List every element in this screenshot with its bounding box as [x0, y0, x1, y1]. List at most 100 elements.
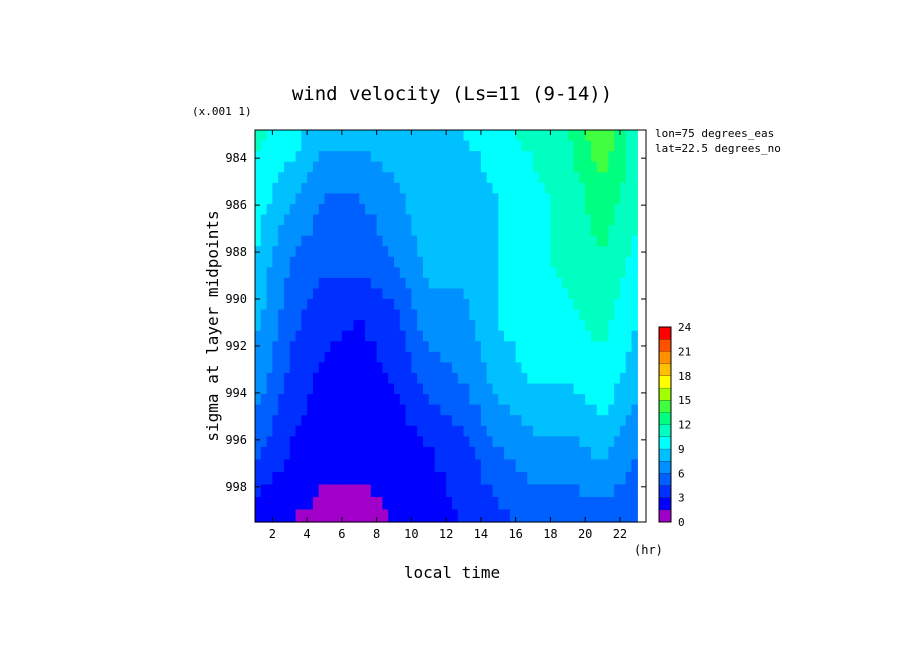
heatmap-cell	[394, 330, 401, 342]
heatmap-cell	[567, 459, 575, 473]
heatmap-cell	[376, 203, 384, 216]
heatmap-cell	[469, 246, 476, 258]
heatmap-cell	[307, 330, 314, 342]
heatmap-cell	[336, 425, 343, 437]
heatmap-cell	[619, 140, 627, 152]
heatmap-cell	[353, 436, 360, 448]
heatmap-cell	[370, 203, 378, 216]
heatmap-cell	[579, 425, 586, 437]
heatmap-cell	[307, 394, 314, 406]
heatmap-cell	[434, 256, 441, 268]
heatmap-cell	[312, 193, 320, 205]
heatmap-cell	[307, 277, 314, 290]
heatmap-cell	[625, 415, 633, 427]
heatmap-cell	[289, 256, 297, 268]
heatmap-cell	[631, 267, 638, 279]
heatmap-cell	[312, 288, 320, 300]
heatmap-cell	[480, 484, 488, 498]
heatmap-cell	[289, 267, 297, 279]
heatmap-cell	[492, 484, 499, 498]
heatmap-cell	[434, 509, 441, 523]
heatmap-cell	[428, 161, 436, 173]
heatmap-cell	[272, 172, 279, 184]
heatmap-cell	[370, 351, 378, 363]
heatmap-cell	[619, 288, 627, 300]
heatmap-cell	[515, 182, 523, 194]
heatmap-cell	[301, 256, 308, 268]
heatmap-cell	[278, 225, 285, 237]
heatmap-cell	[289, 471, 297, 486]
heatmap-cell	[272, 484, 279, 498]
heatmap-cell	[422, 425, 430, 437]
heatmap-cell	[585, 372, 592, 385]
heatmap-cell	[573, 330, 580, 342]
heatmap-cell	[486, 267, 494, 279]
heatmap-cell	[289, 330, 297, 342]
heatmap-cell	[509, 436, 517, 448]
heatmap-cell	[585, 277, 592, 290]
heatmap-cell	[324, 330, 331, 342]
heatmap-cell	[509, 309, 517, 321]
heatmap-cell	[324, 140, 331, 152]
heatmap-cell	[567, 256, 575, 268]
heatmap-cell	[417, 140, 424, 152]
heatmap-cell	[341, 288, 349, 300]
heatmap-cell	[533, 372, 540, 385]
heatmap-cell	[411, 182, 418, 194]
heatmap-cell	[590, 161, 598, 173]
heatmap-cell	[359, 425, 366, 437]
heatmap-cell	[301, 288, 308, 300]
heatmap-cell	[365, 288, 372, 300]
heatmap-cell	[428, 509, 436, 523]
y-tick-label: 990	[225, 292, 247, 306]
heatmap-cell	[614, 277, 621, 290]
heatmap-cell	[521, 496, 528, 511]
heatmap-cell	[440, 182, 447, 194]
heatmap-cell	[405, 140, 412, 152]
heatmap-cell	[556, 362, 563, 374]
heatmap-cell	[301, 484, 308, 498]
heatmap-cell	[457, 288, 465, 300]
x-tick-label: 18	[543, 527, 557, 541]
heatmap-cell	[399, 203, 407, 216]
heatmap-cell	[590, 446, 598, 461]
heatmap-cell	[289, 446, 297, 461]
heatmap-cell	[278, 288, 285, 300]
heatmap-cell	[498, 193, 505, 205]
heatmap-cell	[405, 471, 412, 486]
heatmap-cell	[434, 299, 441, 311]
heatmap-cell	[451, 182, 459, 194]
heatmap-cell	[562, 404, 569, 416]
heatmap-cell	[451, 320, 459, 332]
heatmap-cell	[608, 404, 615, 416]
heatmap-cell	[527, 484, 534, 498]
heatmap-cell	[544, 225, 552, 237]
heatmap-cell	[504, 471, 511, 486]
heatmap-cell	[417, 172, 424, 184]
heatmap-cell	[527, 330, 534, 342]
heatmap-cell	[527, 351, 534, 363]
heatmap-cell	[521, 394, 528, 406]
heatmap-cell	[278, 182, 285, 194]
heatmap-cell	[411, 193, 418, 205]
heatmap-cell	[590, 256, 598, 268]
heatmap-cell	[475, 182, 482, 194]
heatmap-cell	[631, 161, 638, 173]
heatmap-cell	[440, 446, 447, 461]
heatmap-cell	[492, 341, 499, 353]
heatmap-cell	[544, 130, 552, 142]
heatmap-cell	[492, 362, 499, 374]
heatmap-cell	[446, 496, 453, 511]
heatmap-cell	[521, 193, 528, 205]
heatmap-cell	[422, 484, 430, 498]
heatmap-cell	[359, 225, 366, 237]
heatmap-cell	[330, 330, 337, 342]
heatmap-cell	[614, 182, 621, 194]
heatmap-cell	[602, 130, 609, 142]
heatmap-cell	[272, 496, 279, 511]
heatmap-cell	[307, 172, 314, 184]
heatmap-cell	[614, 341, 621, 353]
heatmap-cell	[307, 341, 314, 353]
heatmap-cell	[422, 341, 430, 353]
heatmap-cell	[330, 496, 337, 511]
